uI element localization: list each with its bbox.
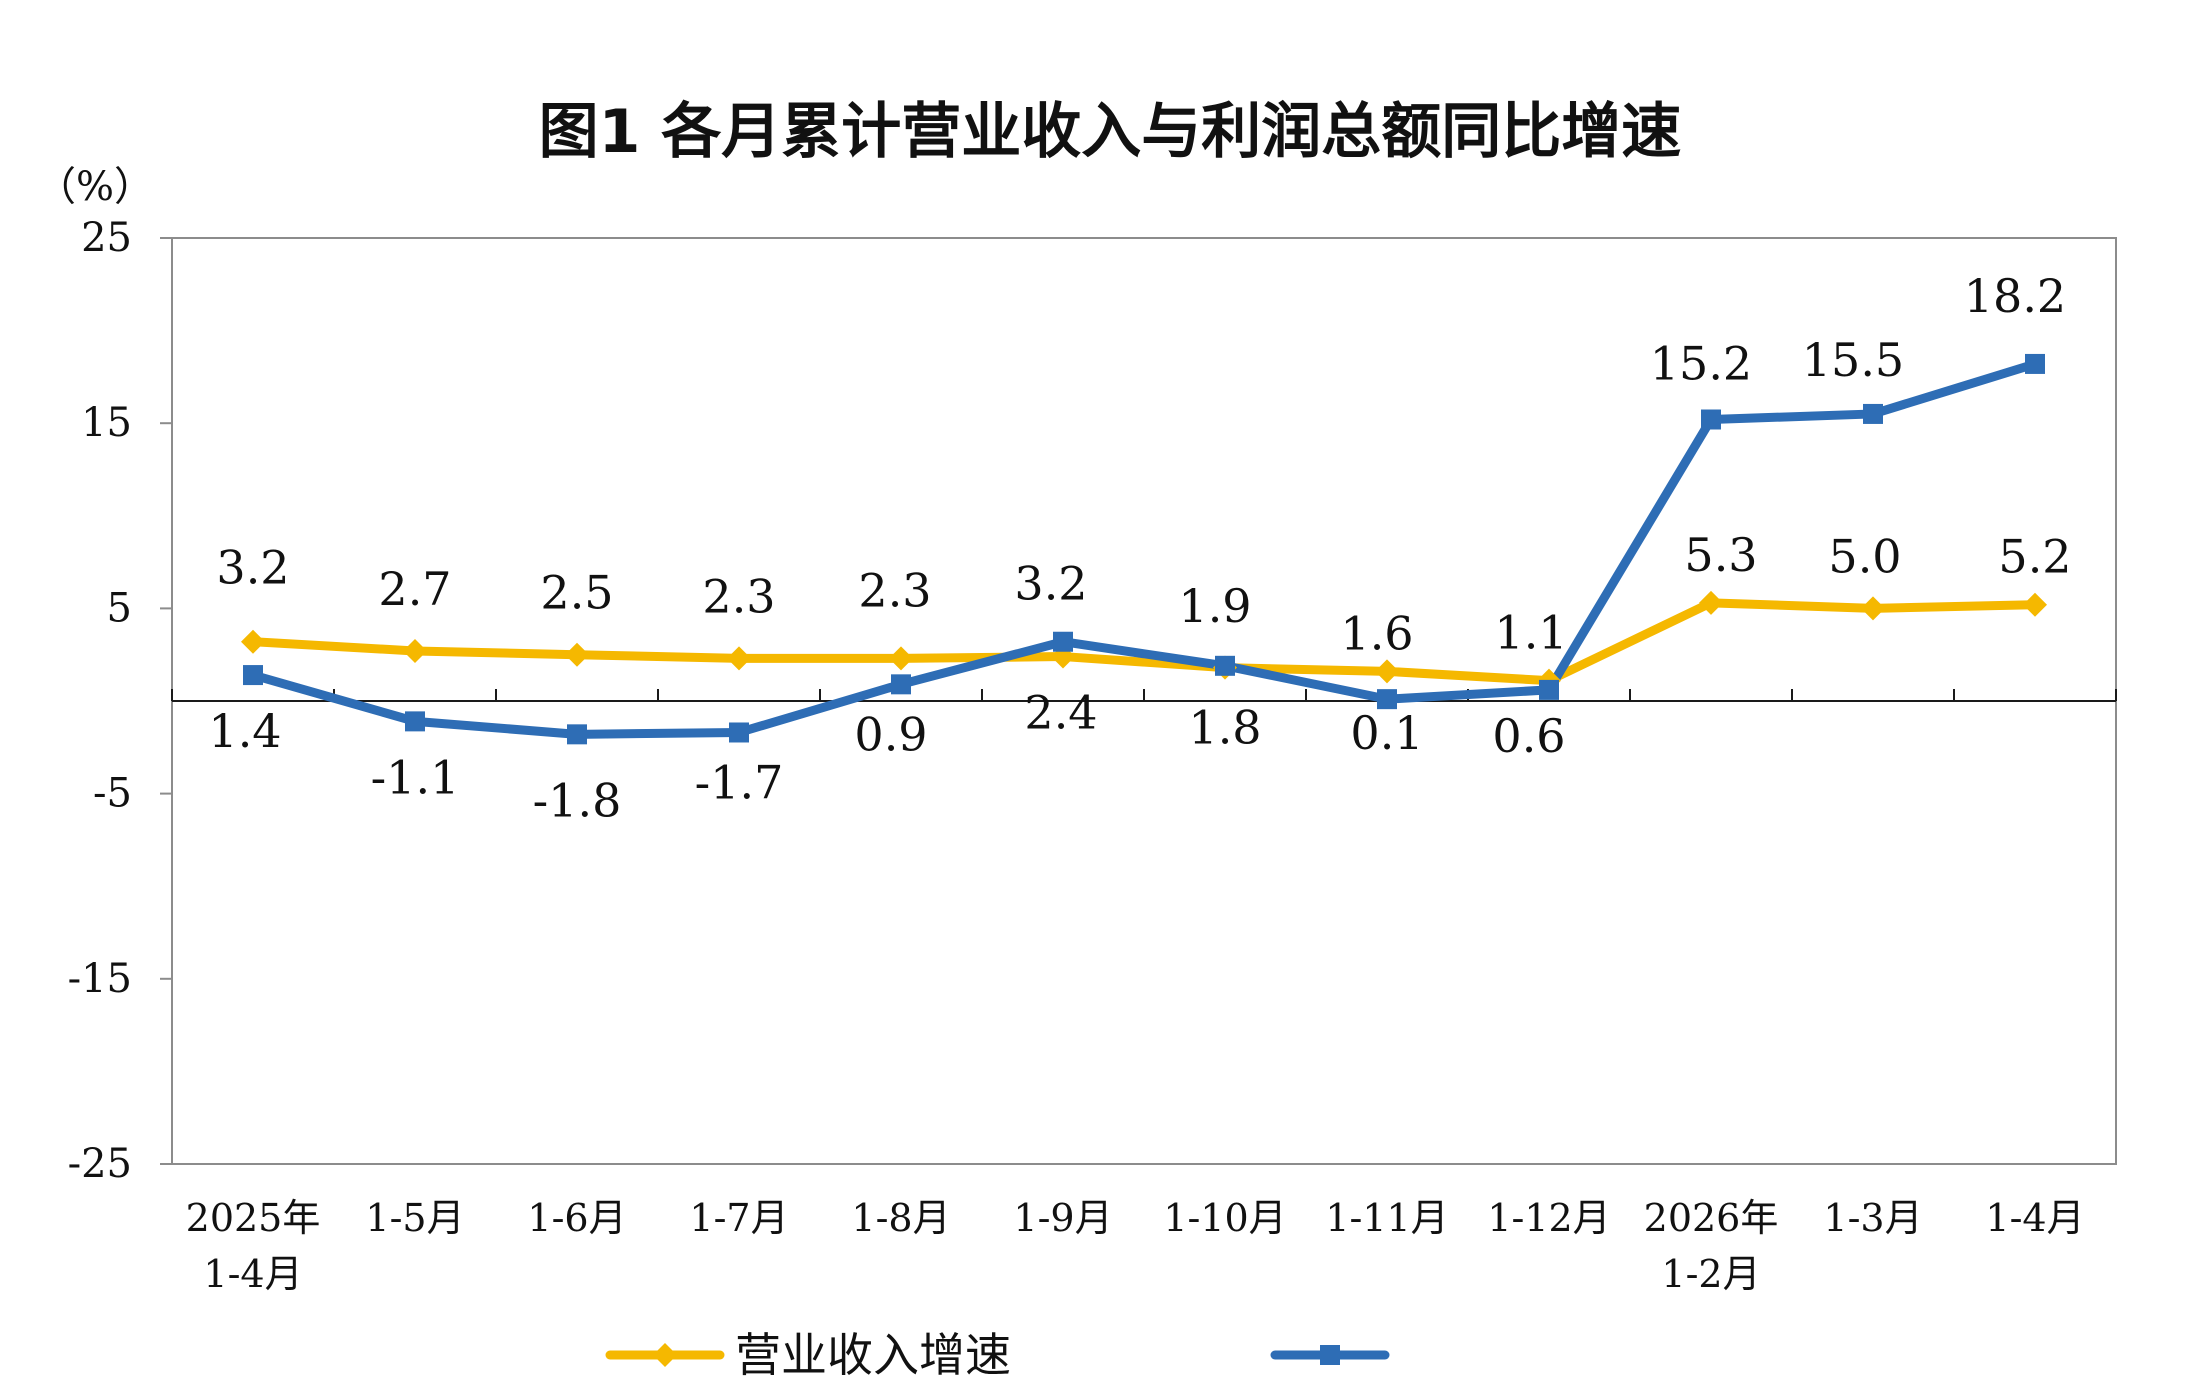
x-tick-label: 1-10月: [1163, 1196, 1286, 1240]
y-tick-label: -25: [68, 1141, 132, 1187]
income-point-marker: [1861, 596, 1885, 621]
income-point-marker: [1699, 590, 1723, 615]
x-tick-label: 1-6月: [527, 1196, 626, 1240]
x-tick-label: 1-4月: [203, 1252, 302, 1296]
y-tick-label: 15: [81, 400, 132, 446]
chart-title: 图1 各月累计营业收入与利润总额同比增速: [539, 97, 1682, 167]
y-tick-label: -15: [68, 956, 132, 1002]
profit-data-label: 15.2: [1650, 336, 1752, 390]
income-point-marker: [1375, 659, 1399, 684]
profit-growth-line: [248, 359, 2040, 739]
profit-data-label: 15.5: [1802, 333, 1904, 387]
profit-point-marker: [567, 724, 587, 745]
profit-point-marker: [1053, 631, 1073, 652]
profit-data-label: 3.2: [1014, 557, 1087, 611]
axis-layer: 25 15 5 -5 -15 -25 2025年 1-4月 1-5月 1-6月 1-7月 1-8月 1-…: [68, 215, 2117, 1296]
profit-point-marker: [729, 722, 749, 743]
profit-data-label: -1.8: [533, 773, 622, 827]
income-data-label: 2.7: [378, 562, 451, 616]
x-tick-label: 1-3月: [1823, 1196, 1922, 1240]
profit-point-marker: [1539, 679, 1559, 700]
profit-data-label: 1.4: [208, 704, 281, 758]
profit-data-label: 0.9: [854, 707, 927, 761]
profit-data-label: 1.9: [1178, 579, 1251, 633]
income-point-marker: [241, 629, 265, 654]
income-data-label: 5.2: [1998, 530, 2071, 584]
income-point-marker: [2023, 592, 2047, 617]
profit-point-marker: [405, 711, 425, 732]
profit-point-marker: [1377, 689, 1397, 710]
legend-marker-income: [653, 1343, 677, 1367]
income-data-label: 3.2: [216, 541, 289, 595]
y-tick-label: -5: [93, 771, 132, 817]
income-data-label: 2.3: [858, 563, 931, 617]
income-growth-line: [248, 598, 2040, 686]
income-data-label: 1.8: [1188, 701, 1261, 755]
income-point-marker: [727, 646, 751, 671]
income-point-marker: [889, 646, 913, 671]
profit-data-label: 18.2: [1964, 269, 2066, 323]
x-tick-label: 1-5月: [365, 1196, 464, 1240]
series-layer: [241, 353, 2047, 745]
profit-point-marker: [1215, 655, 1235, 676]
x-tick-label: 2025年: [186, 1196, 321, 1240]
income-data-label: 1.1: [1494, 606, 1567, 660]
income-data-label: 2.3: [702, 569, 775, 623]
x-tick-label: 1-9月: [1013, 1196, 1112, 1240]
label-layer: 3.2 2.7 2.5 2.3 2.3 2.4 1.8 1.6 1.1 5.3 5.0 5.2 1.4 -…: [208, 269, 2071, 827]
profit-point-marker: [243, 665, 263, 686]
income-data-label: 2.4: [1024, 686, 1097, 740]
y-tick-label: 5: [107, 585, 132, 631]
income-data-label: 2.5: [540, 566, 613, 620]
y-unit-label: （%）: [36, 164, 154, 210]
legend-marker-profit: [1320, 1345, 1340, 1365]
legend-label-income: 营业收入增速: [735, 1328, 1011, 1382]
x-tick-label: 1-12月: [1487, 1196, 1610, 1240]
income-data-label: 5.3: [1684, 528, 1757, 582]
x-tick-label: 2026年: [1644, 1196, 1779, 1240]
profit-point-marker: [1863, 403, 1883, 424]
income-point-marker: [403, 638, 427, 663]
x-tick-label: 1-7月: [689, 1196, 788, 1240]
profit-data-label: -1.7: [695, 755, 784, 809]
x-tick-label: 1-8月: [851, 1196, 950, 1240]
legend: 营业收入增速: [605, 1328, 1390, 1382]
x-tick-label: 1-4月: [1985, 1196, 2084, 1240]
profit-data-label: 0.6: [1492, 709, 1565, 763]
profit-point-marker: [891, 674, 911, 695]
x-tick-label: 1-11月: [1325, 1196, 1448, 1240]
profit-data-label: -1.1: [371, 750, 460, 804]
income-data-label: 1.6: [1340, 606, 1413, 660]
income-data-label: 5.0: [1828, 529, 1901, 583]
income-point-marker: [565, 642, 589, 667]
profit-point-marker: [2025, 353, 2045, 374]
y-tick-label: 25: [81, 215, 132, 261]
x-tick-label: 1-2月: [1661, 1252, 1760, 1296]
profit-point-marker: [1701, 409, 1721, 430]
profit-data-label: 0.1: [1350, 706, 1423, 760]
